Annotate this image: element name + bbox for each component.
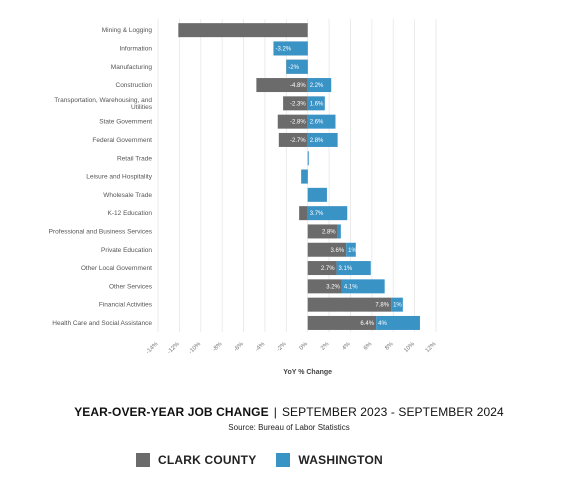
x-tick-label: 8% — [384, 341, 395, 352]
bar-washington — [307, 187, 327, 202]
bar-washington — [286, 59, 308, 74]
bar-washington — [307, 96, 325, 111]
bar-washington — [391, 297, 403, 312]
chart-subtitle: SEPTEMBER 2023 - SEPTEMBER 2024 — [281, 405, 504, 419]
category-label: Manufacturing — [111, 64, 153, 71]
category-label: Other Services — [109, 283, 153, 290]
data-label-washington: 2.8% — [310, 138, 324, 144]
category-label: Leisure and Hospitality — [86, 174, 153, 181]
bar-clark-county — [307, 224, 338, 239]
x-tick-label: -2% — [276, 341, 288, 353]
category-label: State Government — [99, 119, 152, 126]
category-label: Private Education — [101, 247, 152, 254]
data-label-washington: 4.1% — [344, 284, 358, 290]
x-tick-label: -8% — [212, 341, 224, 353]
bar-clark-county — [307, 279, 342, 294]
x-tick-label: 12% — [425, 341, 438, 354]
title-separator: | — [273, 405, 277, 419]
chart-legend: CLARK COUNTY WASHINGTON — [136, 453, 403, 467]
category-label: Construction — [116, 82, 153, 89]
data-label-washington: 2.6% — [310, 120, 324, 126]
data-label-washington: 1% — [393, 303, 402, 309]
data-label-clark-county: 3.6% — [330, 248, 344, 254]
bar-clark-county — [283, 96, 308, 111]
bar-washington — [307, 206, 348, 221]
category-label: Utilities — [131, 104, 153, 111]
bar-clark-county — [307, 261, 337, 276]
legend-label-clark-county: CLARK COUNTY — [158, 453, 257, 467]
data-label-washington: -12.1% — [310, 28, 330, 34]
data-label-clark-county: -2.8% — [290, 120, 306, 126]
legend-swatch-washington — [276, 453, 291, 467]
legend-label-washington: WASHINGTON — [298, 453, 383, 467]
bar-washington — [307, 114, 336, 129]
data-label-clark-county: 6.4% — [360, 321, 374, 327]
x-tick-label: 0% — [299, 341, 310, 352]
bar-washington — [307, 78, 332, 93]
x-tick-label: -14% — [145, 341, 160, 356]
data-label-washington: 1.6% — [310, 101, 324, 107]
bar-clark-county — [307, 242, 347, 257]
bar-washington — [273, 41, 308, 56]
chart-title: YEAR-OVER-YEAR JOB CHANGE — [74, 405, 269, 419]
data-label-washington: 3.1% — [339, 266, 353, 272]
chart-title-line: YEAR-OVER-YEAR JOB CHANGE | SEPTEMBER 2023… — [0, 405, 578, 419]
data-label-washington: -2% — [288, 65, 299, 71]
data-label-washington: 1% — [348, 248, 357, 254]
category-label: Wholesale Trade — [103, 192, 152, 199]
bar-washington — [307, 151, 309, 166]
data-label-clark-county: 7.8% — [375, 303, 389, 309]
x-axis-label: YoY % Change — [283, 369, 332, 376]
bar-clark-county — [277, 114, 308, 129]
category-label: Professional and Business Services — [49, 228, 153, 235]
category-label: Information — [119, 45, 152, 52]
data-label-clark-county: -4.8% — [290, 83, 306, 89]
bar-clark-county — [278, 132, 308, 147]
legend-item-washington: WASHINGTON — [276, 453, 383, 467]
bar-washington — [341, 279, 385, 294]
legend-item-clark-county: CLARK COUNTY — [136, 453, 256, 467]
data-label-washington: 2.2% — [310, 83, 324, 89]
bar-clark-county — [307, 297, 392, 312]
category-label: Transportation, Warehousing, and — [54, 97, 152, 104]
bar-washington — [337, 224, 341, 239]
x-tick-label: 2% — [320, 341, 331, 352]
data-label-clark-county: -2.3% — [290, 101, 306, 107]
x-tick-label: -12% — [167, 341, 182, 356]
bar-washington — [301, 169, 308, 184]
x-tick-label: 4% — [342, 341, 353, 352]
data-label-clark-county: 2.7% — [321, 266, 335, 272]
bar-clark-county — [307, 315, 377, 330]
category-label: K-12 Education — [108, 210, 153, 217]
category-label: Financial Activities — [99, 302, 153, 309]
bar-washington — [336, 261, 371, 276]
chart-source: Source: Bureau of Labor Statistics — [228, 423, 350, 432]
x-tick-label: -6% — [233, 341, 245, 353]
category-label: Federal Government — [92, 137, 152, 144]
chart-title-block: YEAR-OVER-YEAR JOB CHANGE | SEPTEMBER 2023… — [0, 405, 578, 432]
bar-clark-county — [299, 206, 308, 221]
data-label-clark-county: -2.7% — [290, 138, 306, 144]
bar-washington — [307, 132, 338, 147]
x-tick-label: 10% — [403, 341, 416, 354]
category-label: Retail Trade — [117, 155, 152, 162]
bar-washington — [346, 242, 356, 257]
x-tick-label: -10% — [188, 341, 203, 356]
legend-swatch-clark-county — [136, 453, 150, 467]
category-label: Mining & Logging — [102, 27, 153, 34]
category-label: Other Local Government — [81, 265, 152, 272]
bar-clark-county — [256, 78, 308, 93]
data-label-washington: 3.7% — [310, 211, 324, 217]
data-label-washington: 4% — [378, 321, 387, 327]
category-label: Health Care and Social Assistance — [52, 320, 152, 327]
data-label-clark-county: 2.8% — [322, 229, 336, 235]
bar-washington — [376, 315, 420, 330]
data-label-washington: -3.2% — [275, 46, 291, 52]
data-label-clark-county: 3.2% — [326, 284, 340, 290]
x-tick-label: -4% — [255, 341, 267, 353]
x-tick-label: 6% — [363, 341, 374, 352]
bar-chart: -14% -12% -10% -8% -6% -4% -2% 0% 2% 4% 6% 8% 10% 12%… — [49, 19, 438, 376]
bar-clark-county — [178, 23, 308, 38]
